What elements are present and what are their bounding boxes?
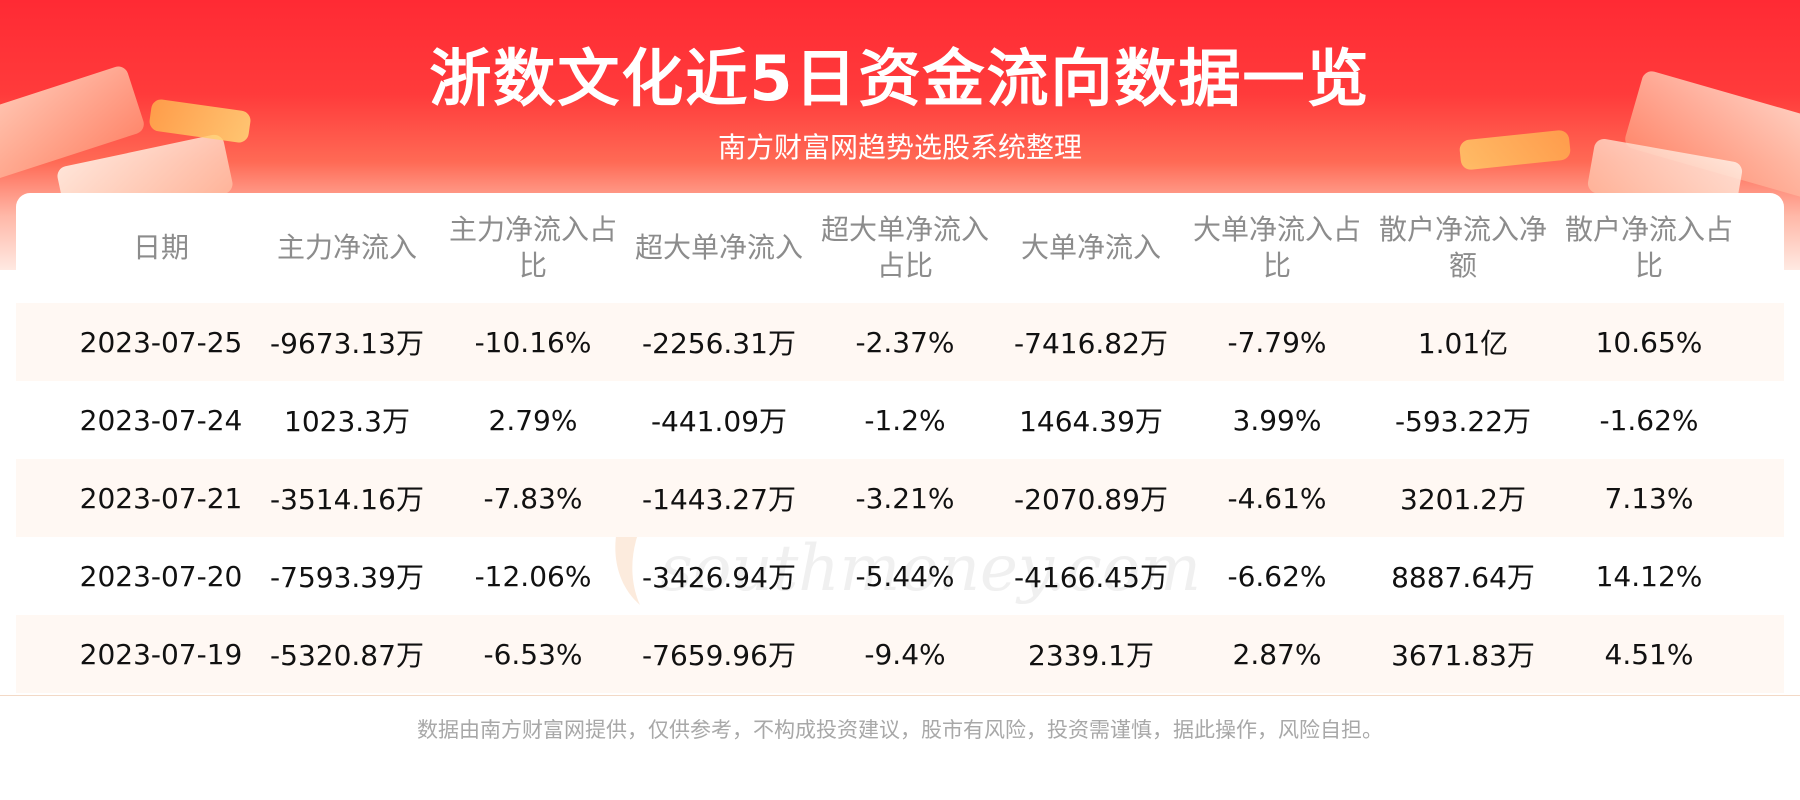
table-row: 2023-07-24 1023.3万 2.79% -441.09万 -1.2% … — [16, 381, 1784, 459]
table-row: 2023-07-25 -9673.13万 -10.16% -2256.31万 -… — [16, 303, 1784, 381]
table-row: 2023-07-20 -7593.39万 -12.06% -3426.94万 -… — [16, 537, 1784, 615]
column-header-retail-inflow: 散户净流入净额 — [1378, 213, 1547, 282]
cell-retail-ratio: 14.12% — [1595, 559, 1703, 593]
cell-retail-inflow: 8887.64万 — [1391, 561, 1535, 594]
cell-large-inflow: 1464.39万 — [1019, 405, 1163, 438]
cell-retail-ratio: 7.13% — [1604, 481, 1694, 515]
cell-xl-inflow: -3426.94万 — [642, 561, 796, 594]
footer-disclaimer: 数据由南方财富网提供，仅供参考，不构成投资建议，股市有风险，投资需谨慎，据此操作… — [417, 718, 1383, 742]
table-row: 2023-07-19 -5320.87万 -6.53% -7659.96万 -9… — [16, 615, 1784, 693]
cell-large-inflow: -2070.89万 — [1014, 483, 1168, 516]
cell-large-inflow: -7416.82万 — [1014, 327, 1168, 360]
cell-retail-ratio: 4.51% — [1604, 637, 1694, 671]
cell-date: 2023-07-21 — [79, 481, 243, 515]
cell-main-inflow: 1023.3万 — [284, 405, 410, 438]
cell-large-inflow: -4166.45万 — [1014, 561, 1168, 594]
cell-main-inflow: -9673.13万 — [270, 327, 424, 360]
cell-date: 2023-07-20 — [79, 559, 243, 593]
cell-large-ratio: 3.99% — [1232, 403, 1322, 437]
column-header-xl-ratio: 超大单净流入占比 — [820, 213, 989, 282]
footer-divider — [0, 695, 1800, 696]
page-title: 浙数文化近5日资金流向数据一览 — [429, 42, 1371, 115]
cell-main-inflow: -7593.39万 — [270, 561, 424, 594]
table-row: 2023-07-21 -3514.16万 -7.83% -1443.27万 -3… — [16, 459, 1784, 537]
cell-xl-ratio: -2.37% — [855, 325, 955, 359]
cell-retail-inflow: 3671.83万 — [1391, 639, 1535, 672]
cell-main-ratio: -7.83% — [483, 481, 583, 515]
column-header-large-ratio: 大单净流入占比 — [1192, 213, 1361, 282]
cell-xl-ratio: -9.4% — [864, 637, 946, 671]
fund-flow-table: 日期 主力净流入 主力净流入占比 超大单净流入 超大单净流入占比 大单净流入 大… — [16, 193, 1784, 693]
column-header-main-inflow: 主力净流入 — [276, 231, 417, 264]
cell-retail-inflow: 1.01亿 — [1417, 327, 1509, 360]
cell-main-inflow: -3514.16万 — [270, 483, 424, 516]
column-header-main-ratio: 主力净流入占比 — [448, 213, 617, 282]
page-subtitle: 南方财富网趋势选股系统整理 — [717, 131, 1082, 164]
cell-main-ratio: -12.06% — [474, 559, 592, 593]
cell-xl-inflow: -7659.96万 — [642, 639, 796, 672]
cell-large-ratio: -7.79% — [1227, 325, 1327, 359]
cell-xl-inflow: -1443.27万 — [642, 483, 796, 516]
cell-retail-inflow: 3201.2万 — [1400, 483, 1526, 516]
column-header-xl-inflow: 超大单净流入 — [634, 231, 803, 264]
cell-date: 2023-07-24 — [79, 403, 243, 437]
column-header-retail-ratio: 散户净流入占比 — [1564, 213, 1733, 282]
table-card — [16, 193, 1784, 695]
cell-large-ratio: -6.62% — [1227, 559, 1327, 593]
table-header-row: 日期 主力净流入 主力净流入占比 超大单净流入 超大单净流入占比 大单净流入 大… — [16, 193, 1784, 303]
cell-date: 2023-07-19 — [79, 637, 243, 671]
cell-main-ratio: -10.16% — [474, 325, 592, 359]
cell-retail-ratio: 10.65% — [1595, 325, 1703, 359]
cell-main-ratio: 2.79% — [488, 403, 578, 437]
cell-main-ratio: -6.53% — [483, 637, 583, 671]
cell-xl-ratio: -5.44% — [855, 559, 955, 593]
cell-date: 2023-07-25 — [79, 325, 243, 359]
cell-large-ratio: -4.61% — [1227, 481, 1327, 515]
cell-xl-ratio: -1.2% — [864, 403, 946, 437]
cell-retail-ratio: -1.62% — [1599, 403, 1699, 437]
column-header-date: 日期 — [132, 231, 189, 264]
cell-retail-inflow: -593.22万 — [1394, 405, 1532, 438]
cell-xl-ratio: -3.21% — [855, 481, 955, 515]
cell-xl-inflow: -441.09万 — [650, 405, 788, 438]
cell-large-ratio: 2.87% — [1232, 637, 1322, 671]
cell-xl-inflow: -2256.31万 — [642, 327, 796, 360]
cell-main-inflow: -5320.87万 — [270, 639, 424, 672]
cell-large-inflow: 2339.1万 — [1028, 639, 1154, 672]
column-header-large-inflow: 大单净流入 — [1020, 231, 1161, 264]
